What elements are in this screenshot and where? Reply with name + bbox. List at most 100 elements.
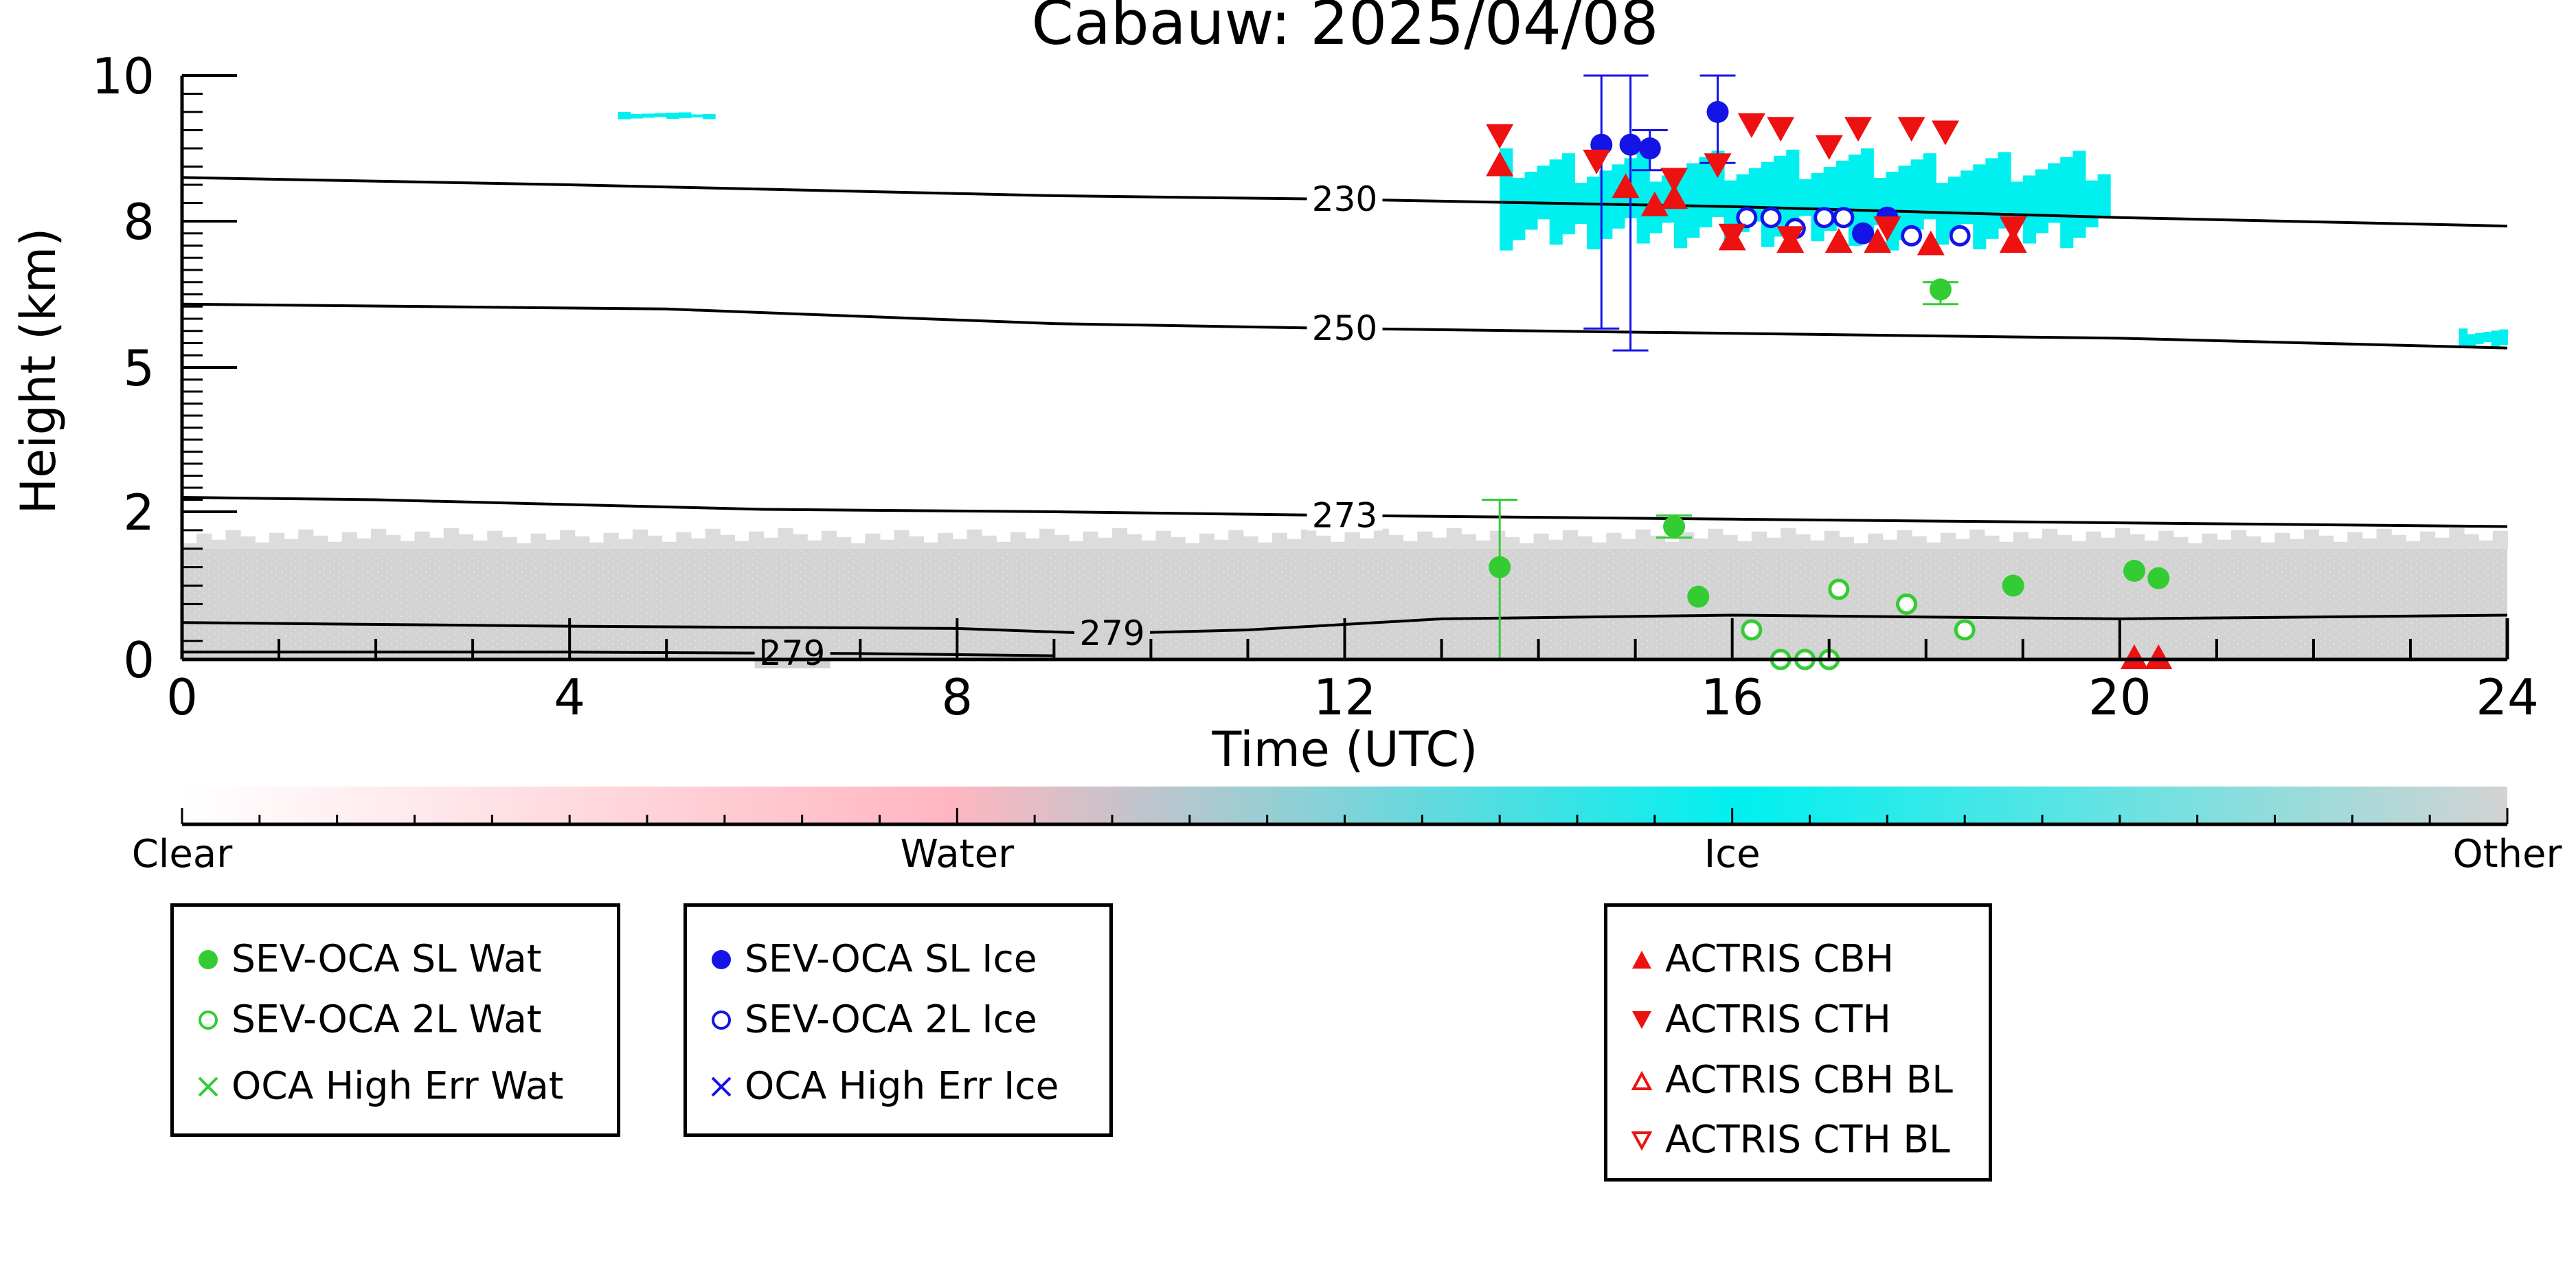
other-class-edge xyxy=(603,532,619,549)
ice-pixel-column xyxy=(1524,172,1538,230)
data-point xyxy=(2147,567,2170,589)
contour-label: 279 xyxy=(760,633,825,673)
other-class-edge xyxy=(2303,529,2319,549)
other-class-edge xyxy=(995,541,1011,549)
data-point xyxy=(1896,593,1918,615)
other-class-edge xyxy=(1403,541,1419,549)
other-class-edge xyxy=(967,529,982,549)
other-class-edge xyxy=(2086,531,2101,549)
other-class-edge xyxy=(2129,534,2145,549)
other-class-edge xyxy=(1214,539,1230,549)
data-point xyxy=(1706,101,1729,123)
other-class-edge xyxy=(1243,536,1258,549)
ice-pixel-column xyxy=(2035,169,2049,234)
other-class-edge xyxy=(1969,529,1985,549)
other-class-edge xyxy=(1127,534,1142,549)
ice-pixel-column xyxy=(703,113,716,120)
other-class-edge xyxy=(879,539,895,549)
other-class-edge xyxy=(1286,539,1302,549)
ice-pixel-column xyxy=(2085,180,2099,228)
other-class-edge xyxy=(2173,536,2189,549)
data-point xyxy=(1833,207,1855,229)
axes: 0 2 5 8 10 0 4 8 12 16 20 24 xyxy=(91,47,2538,726)
other-class-edge xyxy=(1388,534,1404,549)
ice-pixel-column xyxy=(1910,159,1924,230)
data-point xyxy=(1687,585,1710,608)
contour-label: 279 xyxy=(1079,613,1144,653)
other-class-edge xyxy=(1054,534,1070,549)
other-class-edge xyxy=(1330,541,1346,549)
x-tick-label: 16 xyxy=(1701,668,1764,726)
other-class-edge xyxy=(734,541,750,549)
contour-label-bg xyxy=(1074,614,1150,649)
other-class-edge xyxy=(1228,530,1244,549)
other-class-edge xyxy=(618,539,633,549)
data-point xyxy=(1929,278,1952,301)
data-point xyxy=(1760,207,1782,229)
ice-pixel-column xyxy=(666,113,679,120)
other-class-edge xyxy=(429,537,444,549)
other-class-edge xyxy=(196,533,212,549)
other-class-edge xyxy=(2492,530,2508,549)
other-class-edge xyxy=(632,529,648,549)
other-class-edge xyxy=(1548,539,1563,549)
y-tick-label: 10 xyxy=(91,47,155,105)
contour-label: 250 xyxy=(1312,308,1377,348)
other-class-edge xyxy=(1679,532,1695,549)
data-point xyxy=(1660,168,1688,193)
legend-item: SEV-OCA SL Wat xyxy=(194,938,541,978)
other-class-edge xyxy=(792,534,808,549)
contour-label-bg xyxy=(1307,309,1383,344)
ice-pixel-column xyxy=(654,113,668,117)
filled-circle-icon xyxy=(194,940,222,978)
data-point xyxy=(1824,227,1853,253)
other-class-edge xyxy=(225,530,241,549)
other-class-edge xyxy=(1998,541,2014,549)
other-class-edge xyxy=(1373,528,1389,549)
ice-class-region xyxy=(2459,328,2508,348)
legend-item: ACTRIS CTH BL xyxy=(1628,1118,1950,1158)
other-class-edge xyxy=(2318,535,2334,549)
ice-pixel-column xyxy=(1998,152,2011,229)
ice-pixel-column xyxy=(2467,334,2476,346)
other-class-edge xyxy=(763,537,779,549)
x-tick-label: 4 xyxy=(554,668,585,726)
other-class-edge xyxy=(182,543,198,549)
ice-pixel-column xyxy=(690,114,704,117)
other-class-edge xyxy=(2289,539,2305,549)
other-class-edge xyxy=(1809,540,1825,549)
legend-item: SEV-OCA SL Ice xyxy=(708,938,1037,978)
other-class-edge xyxy=(1911,536,1927,549)
other-class-edge xyxy=(473,540,488,549)
other-class-edge xyxy=(2347,532,2363,549)
data-point xyxy=(1917,230,1945,256)
other-class-edge xyxy=(1897,530,1912,549)
other-class-edge xyxy=(806,540,822,549)
other-class-edge xyxy=(501,536,517,549)
other-class-edge xyxy=(443,528,459,549)
other-class-edge xyxy=(1868,533,1884,549)
other-class-edge xyxy=(1025,538,1041,549)
temperature-contour-line xyxy=(181,613,2508,635)
other-class-edge xyxy=(2114,528,2130,549)
other-class-edge xyxy=(2260,542,2276,549)
other-class-edge xyxy=(1315,535,1331,549)
other-class-edge xyxy=(516,543,532,549)
other-class-edge xyxy=(2434,537,2450,549)
other-class-edge xyxy=(589,542,605,549)
triangle-up-icon xyxy=(1628,940,1656,978)
other-class-edge xyxy=(254,542,270,549)
legend-box-water: SEV-OCA SL Wat SEV-OCA 2L Wat OCA High E… xyxy=(170,903,620,1137)
other-class-edge xyxy=(1737,541,1752,549)
x-tick-label: 8 xyxy=(941,668,973,726)
other-class-edge xyxy=(690,538,706,549)
other-class-edge xyxy=(341,532,357,549)
other-class-edge xyxy=(2027,538,2043,549)
ice-pixel-column xyxy=(2010,181,2024,218)
ice-pixel-column xyxy=(1947,177,1962,235)
other-class-edge xyxy=(1083,531,1098,549)
triangle-down-icon xyxy=(1628,1000,1656,1038)
other-class-edge xyxy=(1112,528,1128,549)
x-tick-label: 12 xyxy=(1313,668,1377,726)
other-class-edge xyxy=(2376,528,2392,549)
